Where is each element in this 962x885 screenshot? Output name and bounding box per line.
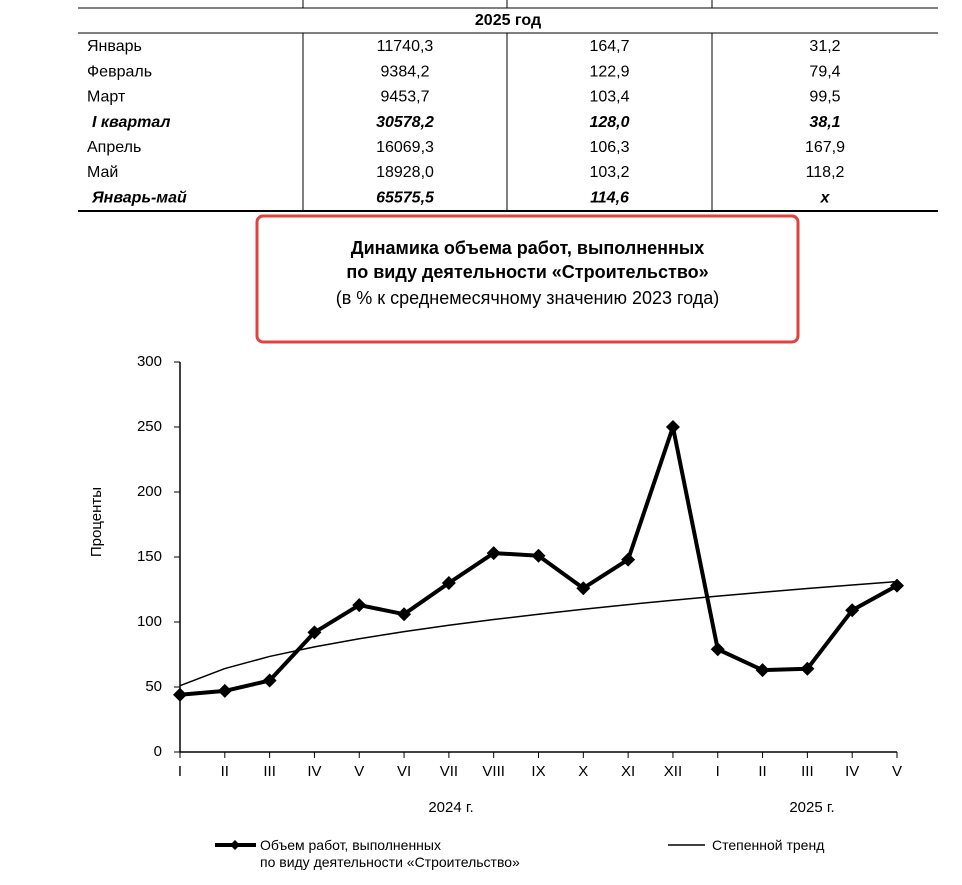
y-axis-label: Проценты [88, 487, 105, 557]
chart-subtitle: (в % к среднемесячному значению 2023 год… [335, 288, 720, 308]
table-cell: 31,2 [809, 38, 840, 55]
table-cell: 18928,0 [376, 164, 434, 181]
table-cell: 16069,3 [376, 139, 434, 156]
chart-title: Динамика объема работ, выполненных по ви… [346, 238, 709, 282]
x-tick-label: V [892, 763, 902, 780]
data-point [531, 548, 546, 563]
legend-marker [230, 840, 240, 850]
y-tick-label: 50 [145, 678, 162, 695]
y-tick-label: 250 [137, 418, 162, 435]
x-tick-label: IV [307, 763, 321, 780]
x-tick-label: VI [397, 763, 411, 780]
x-tick-label: I [716, 763, 720, 780]
x-tick-label: XI [621, 763, 635, 780]
data-point [710, 642, 725, 657]
table-cell: 122,9 [589, 63, 629, 80]
data-point [755, 663, 770, 678]
table-cell: Январь [87, 38, 142, 55]
data-point [576, 581, 591, 596]
table-cell: 99,5 [809, 89, 840, 106]
x-tick-label: X [578, 763, 588, 780]
table-cell: Февраль [87, 63, 152, 80]
table-cell: 30578,2 [376, 114, 434, 131]
x-tick-label: XII [664, 763, 682, 780]
y-tick-label: 0 [154, 743, 162, 760]
table-cell: 11740,3 [377, 38, 434, 55]
x-tick-label: IX [531, 763, 545, 780]
data-point [890, 578, 904, 593]
table-cell: Апрель [87, 139, 141, 156]
table-cell: 9453,7 [381, 89, 430, 106]
y-tick-label: 200 [137, 483, 162, 500]
data-point [621, 552, 636, 567]
y-tick-label: 150 [137, 548, 162, 565]
title-box [255, 214, 800, 344]
data-point [173, 687, 187, 702]
table-cell: Май [87, 164, 118, 181]
table-cell: 167,9 [805, 139, 845, 156]
x-tick-label: VII [440, 763, 458, 780]
table-cell: 9384,2 [381, 63, 430, 80]
table-cell: 103,2 [589, 164, 629, 181]
table-header: 2025 год [475, 12, 541, 29]
table-cell: 65575,5 [376, 189, 435, 206]
legend-label: Объем работ, выполненных по виду деятель… [260, 837, 520, 870]
table-cell: x [820, 189, 831, 206]
table-cell: Март [87, 89, 126, 106]
table-cell: 118,2 [806, 164, 845, 181]
data-point [352, 598, 367, 613]
x-tick-label: VIII [482, 763, 505, 780]
table-cell: 106,3 [589, 139, 629, 156]
data-point [307, 625, 322, 640]
data-point [845, 603, 860, 618]
data-point [486, 546, 501, 561]
x-tick-label: II [758, 763, 766, 780]
x-tick-label: III [801, 763, 814, 780]
data-point [800, 661, 815, 676]
x-tick-label: V [354, 763, 364, 780]
table-cell: 114,6 [590, 189, 629, 206]
table-cell: 103,4 [589, 89, 629, 106]
table-cell: 79,4 [809, 63, 840, 80]
legend-label: Степенной тренд [712, 837, 825, 853]
x-tick-label: III [263, 763, 276, 780]
group-label: 2024 г. [428, 799, 473, 816]
table-cell: Январь-май [91, 189, 187, 206]
data-point [262, 673, 277, 688]
table-cell: 164,7 [589, 38, 629, 55]
y-tick-label: 300 [137, 353, 162, 370]
table-cell: 38,1 [809, 114, 840, 131]
table-cell: 128,0 [589, 114, 629, 131]
group-label: 2025 г. [789, 799, 834, 816]
data-point [665, 420, 680, 434]
x-tick-label: II [221, 763, 229, 780]
x-tick-label: I [178, 763, 182, 780]
data-point [217, 683, 232, 698]
data-point [441, 576, 456, 590]
y-tick-label: 100 [137, 613, 162, 630]
x-tick-label: IV [845, 763, 859, 780]
data-point [397, 607, 412, 622]
table-cell: I квартал [92, 114, 170, 131]
